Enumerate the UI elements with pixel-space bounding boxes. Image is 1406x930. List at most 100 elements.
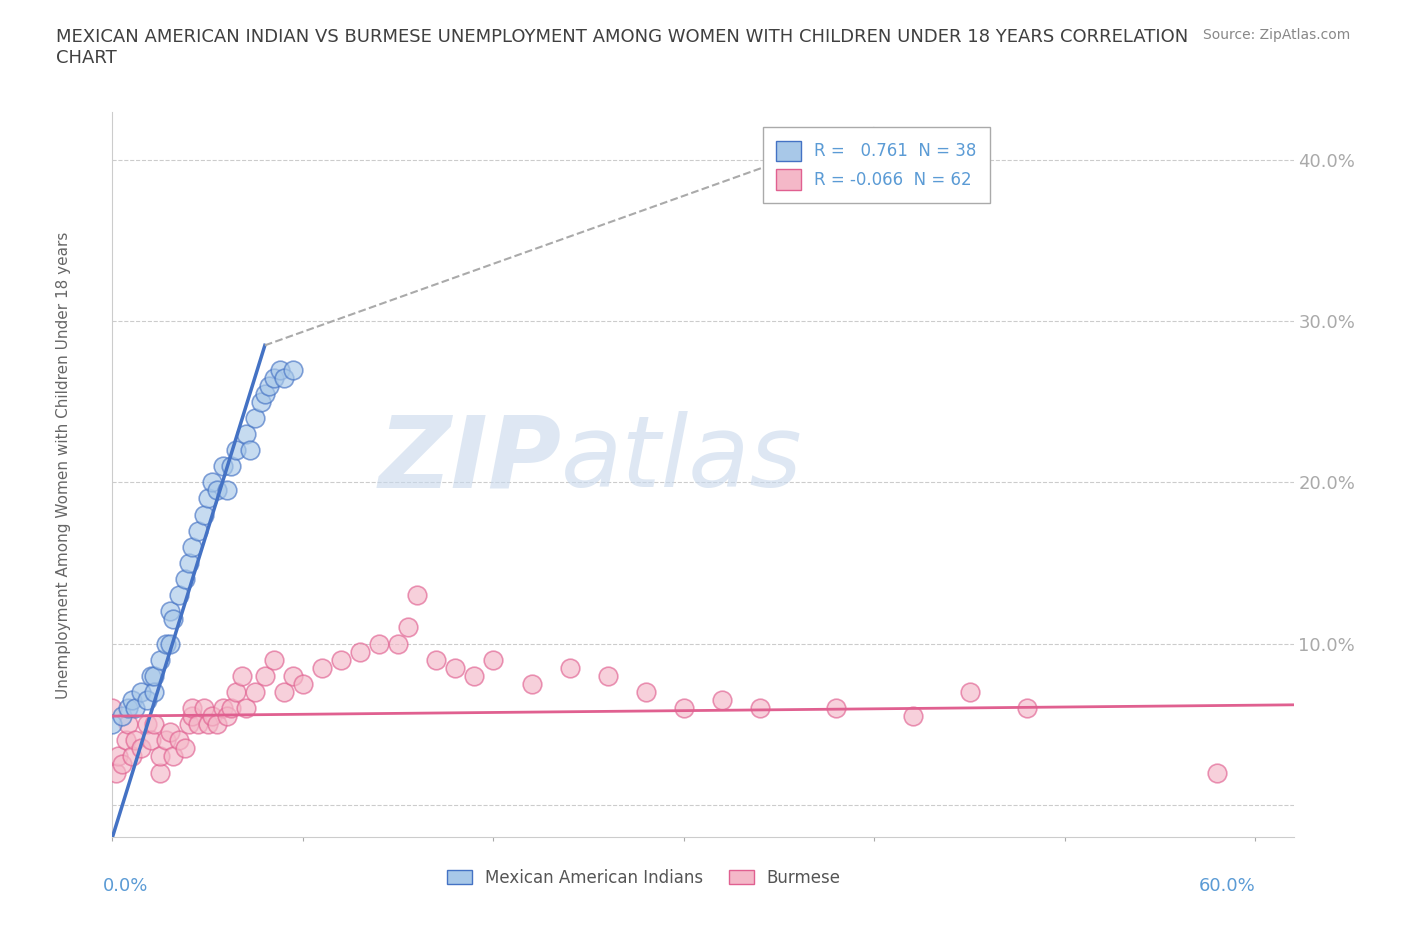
Point — [111, 709, 134, 724]
Point — [187, 524, 209, 538]
Point — [143, 717, 166, 732]
Point — [159, 724, 181, 739]
Point — [558, 660, 581, 675]
Point — [463, 669, 485, 684]
Point — [291, 676, 314, 691]
Point — [129, 741, 152, 756]
Point — [349, 644, 371, 659]
Point — [444, 660, 467, 675]
Point — [207, 717, 229, 732]
Point — [215, 709, 238, 724]
Point — [711, 693, 734, 708]
Point — [111, 757, 134, 772]
Point — [273, 370, 295, 385]
Point — [105, 765, 128, 780]
Point — [149, 765, 172, 780]
Point — [139, 669, 162, 684]
Point — [167, 733, 190, 748]
Point — [181, 700, 204, 715]
Point — [672, 700, 695, 715]
Point — [155, 636, 177, 651]
Point — [197, 491, 219, 506]
Point — [193, 700, 215, 715]
Point — [197, 717, 219, 732]
Point — [219, 700, 242, 715]
Point — [225, 684, 247, 699]
Point — [121, 693, 143, 708]
Point — [219, 458, 242, 473]
Point — [162, 749, 184, 764]
Point — [396, 620, 419, 635]
Point — [959, 684, 981, 699]
Point — [245, 684, 267, 699]
Point — [1206, 765, 1229, 780]
Point — [193, 507, 215, 522]
Point — [239, 443, 262, 458]
Point — [825, 700, 848, 715]
Text: Source: ZipAtlas.com: Source: ZipAtlas.com — [1202, 28, 1350, 42]
Point — [253, 669, 276, 684]
Point — [155, 733, 177, 748]
Point — [212, 700, 235, 715]
Point — [245, 410, 267, 425]
Point — [273, 684, 295, 699]
Text: ZIP: ZIP — [378, 411, 561, 509]
Point — [250, 394, 273, 409]
Point — [121, 749, 143, 764]
Point — [129, 684, 152, 699]
Point — [215, 483, 238, 498]
Point — [124, 700, 146, 715]
Point — [634, 684, 657, 699]
Point — [107, 749, 129, 764]
Point — [135, 693, 157, 708]
Point — [231, 669, 253, 684]
Text: 0.0%: 0.0% — [103, 877, 148, 896]
Text: 60.0%: 60.0% — [1199, 877, 1256, 896]
Point — [173, 572, 195, 587]
Point — [124, 733, 146, 748]
Point — [177, 555, 200, 570]
Point — [114, 733, 136, 748]
Point — [149, 652, 172, 667]
Point — [368, 636, 391, 651]
Point — [406, 588, 429, 603]
Point — [101, 700, 124, 715]
Point — [749, 700, 772, 715]
Point — [149, 749, 172, 764]
Point — [207, 483, 229, 498]
Point — [159, 636, 181, 651]
Point — [173, 741, 195, 756]
Point — [101, 717, 124, 732]
Point — [143, 684, 166, 699]
Point — [181, 709, 204, 724]
Point — [330, 652, 353, 667]
Point — [425, 652, 447, 667]
Point — [117, 717, 139, 732]
Point — [283, 669, 305, 684]
Point — [225, 443, 247, 458]
Point — [212, 458, 235, 473]
Point — [263, 652, 285, 667]
Text: Unemployment Among Women with Children Under 18 years: Unemployment Among Women with Children U… — [56, 232, 70, 698]
Point — [117, 700, 139, 715]
Point — [311, 660, 333, 675]
Point — [135, 717, 157, 732]
Point — [387, 636, 409, 651]
Point — [187, 717, 209, 732]
Point — [520, 676, 543, 691]
Point — [200, 475, 222, 490]
Point — [482, 652, 505, 667]
Point — [177, 717, 200, 732]
Point — [263, 370, 285, 385]
Point — [901, 709, 924, 724]
Point — [143, 669, 166, 684]
Point — [235, 700, 257, 715]
Point — [162, 612, 184, 627]
Point — [139, 733, 162, 748]
Point — [181, 539, 204, 554]
Point — [159, 604, 181, 618]
Point — [200, 709, 222, 724]
Point — [253, 386, 276, 401]
Point — [235, 427, 257, 442]
Point — [269, 362, 291, 377]
